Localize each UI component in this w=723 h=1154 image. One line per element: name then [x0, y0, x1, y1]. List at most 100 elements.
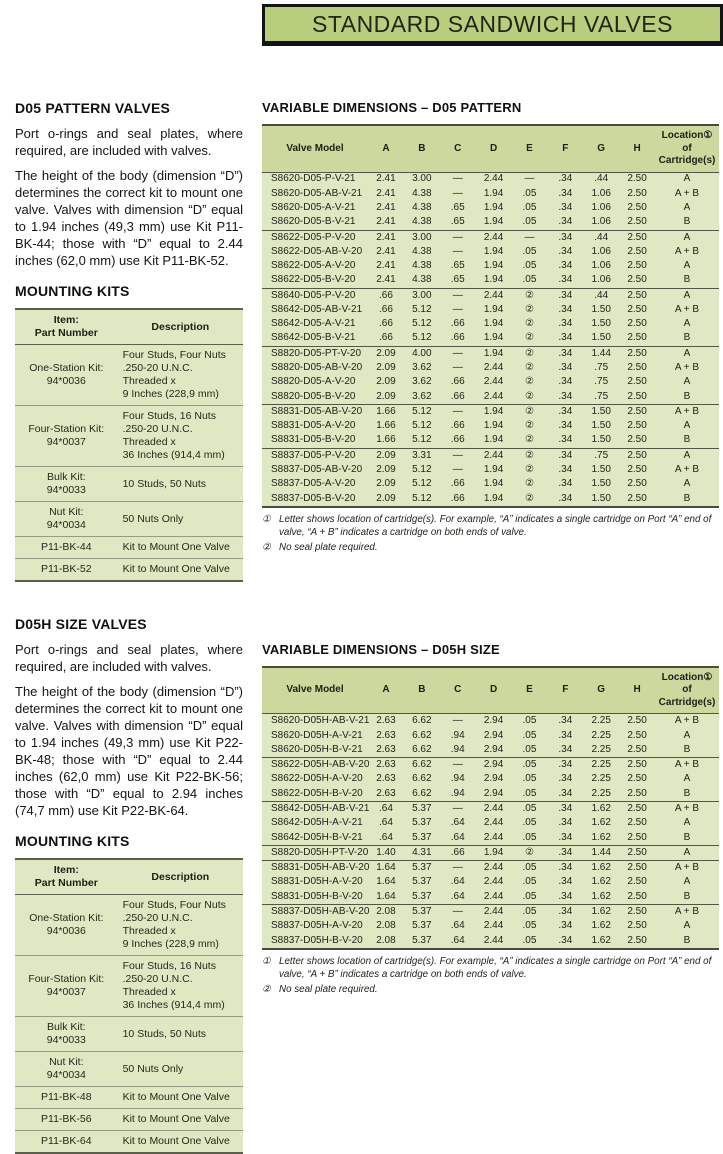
valve-model: S8642-D05H-A-V-21	[271, 817, 363, 829]
kit-row: One-Station Kit: 94*0036 Four Studs, Four…	[15, 344, 243, 406]
dim-value: 2.08	[376, 906, 396, 918]
dim-value: .34	[558, 906, 573, 918]
dim-value: 2.50	[627, 289, 647, 301]
valve-model: S8837-D05-B-V-20	[271, 492, 356, 504]
kit-part-number: P11-BK-64	[15, 1130, 118, 1153]
dim-value: —	[524, 231, 535, 243]
dim-value: 2.50	[627, 260, 647, 272]
dim-value: .66	[450, 390, 465, 402]
valve-model: S8642-D05-AB-V-21	[271, 303, 363, 315]
dim-value: 1.94	[483, 187, 504, 199]
dim-value: ②	[524, 449, 534, 461]
kit-description: Four Studs, 16 Nuts .250-20 U.N.C. Threa…	[117, 405, 243, 467]
dim-value: .66	[378, 289, 393, 301]
dim-value: .66	[450, 332, 465, 344]
valve-row: S8831-D05-AB-V-20 1.66 5.12 — 1.94 ② .34 1.50 2.…	[262, 405, 719, 420]
kit-description: Four Studs, 16 Nuts .250-20 U.N.C. Threa…	[117, 955, 243, 1017]
valve-model: S8837-D05H-AB-V-20	[271, 906, 370, 918]
valve-model: S8622-D05-AB-V-20	[271, 245, 363, 257]
dim-value: 2.94	[483, 729, 504, 741]
dim-value: 1.62	[591, 890, 611, 902]
dim-value: ②	[524, 434, 534, 446]
dim-value: 4.38	[412, 216, 432, 228]
dim-value: 2.50	[627, 464, 647, 476]
valve-row: S8620-D05-AB-V-21 2.41 4.38 — 1.94 .05 .34 1.06…	[262, 187, 719, 201]
dim-value: ②	[524, 846, 534, 858]
dim-value: .34	[558, 318, 573, 330]
kit-header-row: Item: Part Number Description	[15, 859, 243, 895]
dim-column-header: G	[583, 125, 620, 172]
dim-value: .66	[450, 478, 465, 490]
dim-value: B	[683, 743, 691, 755]
valve-row: S8837-D05H-B-V-20 2.08 5.37 .64 2.44 .05 .34 1.…	[262, 934, 719, 949]
kit-description: 50 Nuts Only	[117, 501, 243, 537]
dim-value: .34	[558, 773, 573, 785]
dim-value: 2.08	[376, 920, 396, 932]
dim-value: 1.94	[483, 260, 504, 272]
dim-value: A	[683, 449, 691, 461]
dim-value: 2.94	[483, 773, 504, 785]
dim-value: —	[452, 289, 463, 301]
dim-value: A + B	[674, 803, 700, 815]
kit-description: 50 Nuts Only	[117, 1051, 243, 1087]
dim-value: 5.37	[412, 906, 432, 918]
dim-value: 2.50	[627, 434, 647, 446]
dim-value: B	[683, 390, 691, 402]
dim-value: 2.25	[591, 787, 611, 799]
d05-paragraph-2: The height of the body (dimension “D”) d…	[15, 168, 243, 268]
dim-column-header: D	[475, 125, 512, 172]
dim-value: .05	[522, 787, 537, 799]
kit-part-number: P11-BK-44	[15, 536, 118, 559]
valve-group: S8820-D05H-PT-V-20 1.40 4.31 .66 1.94 ② .34 1.4…	[262, 845, 719, 861]
dim-value: .05	[522, 817, 537, 829]
dim-value: 2.50	[627, 817, 647, 829]
dim-value: .65	[450, 260, 465, 272]
dim-value: 2.09	[376, 449, 396, 461]
dim-value: .34	[558, 434, 573, 446]
dim-value: 5.12	[412, 420, 432, 432]
dim-value: A + B	[674, 303, 700, 315]
kit-row: P11-BK-48 Kit to Mount One Valve	[15, 1086, 243, 1109]
dim-value: 1.94	[483, 434, 504, 446]
valve-model: S8820-D05-PT-V-20	[271, 347, 362, 359]
page-title: STANDARD SANDWICH VALVES	[312, 10, 673, 37]
kit-col-desc: Description	[117, 309, 243, 345]
dim-value: .66	[450, 434, 465, 446]
dim-value: 2.44	[483, 831, 504, 843]
dim-value: 2.50	[627, 173, 647, 185]
dim-value: 3.62	[412, 390, 432, 402]
dim-value: 2.94	[483, 715, 504, 727]
dim-value: .34	[558, 862, 573, 874]
valve-model: S8820-D05H-PT-V-20	[271, 846, 369, 858]
valve-row: S8620-D05-B-V-21 2.41 4.38 .65 1.94 .05 .34 1.0…	[262, 215, 719, 230]
dim-value: 2.63	[376, 729, 396, 741]
mounting-kits-table-d05: Item: Part Number Description One-Station …	[15, 308, 243, 582]
dim-value: A	[683, 420, 691, 432]
dim-value: 2.41	[376, 245, 396, 257]
kit-part-number: P11-BK-52	[15, 558, 118, 581]
dim-value: —	[452, 173, 463, 185]
kit-header-row: Item: Part Number Description	[15, 309, 243, 345]
footnote-1: ① Letter shows location of cartridge(s).…	[262, 513, 719, 539]
dim-value: 2.44	[483, 934, 504, 946]
dim-value: 1.50	[591, 478, 611, 490]
dim-value: 3.31	[412, 449, 432, 461]
dim-value: .34	[558, 464, 573, 476]
dim-column-header: B	[403, 666, 440, 714]
dim-value: A	[683, 920, 691, 932]
dim-value: 2.44	[483, 920, 504, 932]
dim-value: .64	[450, 890, 465, 902]
valve-row: S8622-D05-A-V-20 2.41 4.38 .65 1.94 .05 .34 1.0…	[262, 259, 719, 273]
dim-value: —	[452, 245, 463, 257]
dim-value: 2.50	[627, 729, 647, 741]
dim-value: 1.44	[591, 347, 611, 359]
dim-value: 4.38	[412, 245, 432, 257]
dim-value: 2.25	[591, 759, 611, 771]
kit-row: P11-BK-44 Kit to Mount One Valve	[15, 536, 243, 559]
dim-value: B	[683, 934, 691, 946]
valve-row: S8831-D05-A-V-20 1.66 5.12 .66 1.94 ② .34 1.50 2…	[262, 419, 719, 433]
dim-value: A	[683, 231, 691, 243]
dim-value: .94	[450, 729, 465, 741]
valve-model: S8620-D05H-AB-V-21	[271, 715, 370, 727]
valve-model: S8831-D05-A-V-20	[271, 420, 356, 432]
